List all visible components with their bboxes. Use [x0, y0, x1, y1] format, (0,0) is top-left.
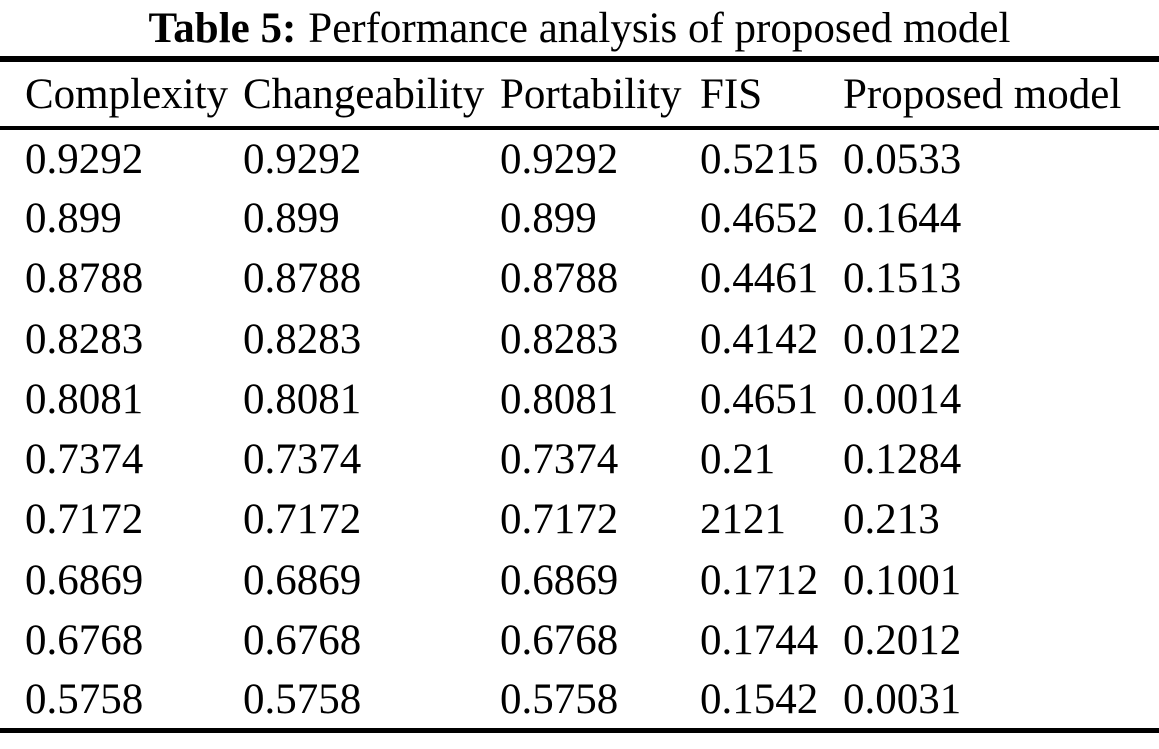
table-cell: 0.1644: [843, 194, 962, 242]
table-cell: 0.7172: [243, 496, 362, 544]
table-cell: 0.899: [500, 194, 597, 242]
table-cell: 0.6768: [25, 617, 144, 665]
column-header-fis: FIS: [700, 70, 763, 118]
table-caption-text: Performance analysis of proposed model: [308, 5, 1011, 52]
table-cell: 0.1513: [843, 255, 962, 303]
table-row: 0.6768 0.6768 0.6768 0.1744 0.2012: [0, 610, 1159, 670]
table-cell: 0.0533: [843, 135, 962, 183]
column-header-complexity: Complexity: [25, 70, 229, 118]
table-cell: 0.1001: [843, 556, 962, 604]
table-cell: 0.1542: [700, 676, 819, 724]
table-cell: 0.8788: [243, 255, 362, 303]
table-caption: Table 5: Performance analysis of proposed…: [0, 0, 1159, 56]
table-row: 0.6869 0.6869 0.6869 0.1712 0.1001: [0, 550, 1159, 610]
column-header-portability: Portability: [500, 70, 682, 118]
table-cell: 0.5758: [243, 676, 362, 724]
table-cell: 0.9292: [500, 135, 619, 183]
table-cell: 0.6869: [500, 556, 619, 604]
table-cell: 0.7374: [25, 436, 144, 484]
table-row: 0.7374 0.7374 0.7374 0.21 0.1284: [0, 429, 1159, 489]
table-cell: 0.4652: [700, 194, 819, 242]
column-header-proposed-model: Proposed model: [843, 70, 1122, 118]
table-cell: 0.7172: [25, 496, 144, 544]
table-cell: 0.5758: [500, 676, 619, 724]
table-cell: 2121: [700, 496, 786, 544]
table-cell: 0.7374: [243, 436, 362, 484]
table-cell: 0.6768: [500, 617, 619, 665]
table-cell: 0.5215: [700, 135, 819, 183]
table-cell: 0.8283: [25, 315, 144, 363]
table-row: 0.5758 0.5758 0.5758 0.1542 0.0031: [0, 671, 1159, 731]
table-cell: 0.8081: [25, 375, 144, 423]
table-cell: 0.8283: [243, 315, 362, 363]
table-cell: 0.8788: [500, 255, 619, 303]
table-cell: 0.4142: [700, 315, 819, 363]
table-cell: 0.6869: [25, 556, 144, 604]
table-cell: 0.8081: [243, 375, 362, 423]
table-cell: 0.4461: [700, 255, 819, 303]
table-row: 0.899 0.899 0.899 0.4652 0.1644: [0, 188, 1159, 248]
table-cell: 0.4651: [700, 375, 819, 423]
table-cell: 0.8283: [500, 315, 619, 363]
table-row: 0.7172 0.7172 0.7172 2121 0.213: [0, 490, 1159, 550]
table-cell: 0.8788: [25, 255, 144, 303]
table-row: 0.8081 0.8081 0.8081 0.4651 0.0014: [0, 369, 1159, 429]
table-caption-label: Table 5:: [148, 5, 297, 52]
table-cell: 0.7172: [500, 496, 619, 544]
table-cell: 0.899: [25, 194, 122, 242]
table-cell: 0.0031: [843, 676, 962, 724]
table-cell: 0.9292: [25, 135, 144, 183]
table-cell: 0.6768: [243, 617, 362, 665]
table-cell: 0.21: [700, 436, 776, 484]
table-cell: 0.1712: [700, 556, 819, 604]
table-row: 0.9292 0.9292 0.9292 0.5215 0.0533: [0, 128, 1159, 188]
column-header-changeability: Changeability: [243, 70, 485, 118]
table-cell: 0.8081: [500, 375, 619, 423]
table-cell: 0.1284: [843, 436, 962, 484]
table-row: 0.8788 0.8788 0.8788 0.4461 0.1513: [0, 249, 1159, 309]
table-cell: 0.1744: [700, 617, 819, 665]
table-cell: 0.899: [243, 194, 340, 242]
performance-table: Complexity Changeability Portability FIS Pro…: [0, 56, 1159, 734]
table-row: 0.8283 0.8283 0.8283 0.4142 0.0122: [0, 309, 1159, 369]
table-cell: 0.7374: [500, 436, 619, 484]
table-cell: 0.0014: [843, 375, 962, 423]
table-cell: 0.213: [843, 496, 940, 544]
table-cell: 0.6869: [243, 556, 362, 604]
table-cell: 0.5758: [25, 676, 144, 724]
table-header-row: Complexity Changeability Portability FIS Pro…: [0, 59, 1159, 128]
table-cell: 0.2012: [843, 617, 962, 665]
table-cell: 0.0122: [843, 315, 962, 363]
table-cell: 0.9292: [243, 135, 362, 183]
